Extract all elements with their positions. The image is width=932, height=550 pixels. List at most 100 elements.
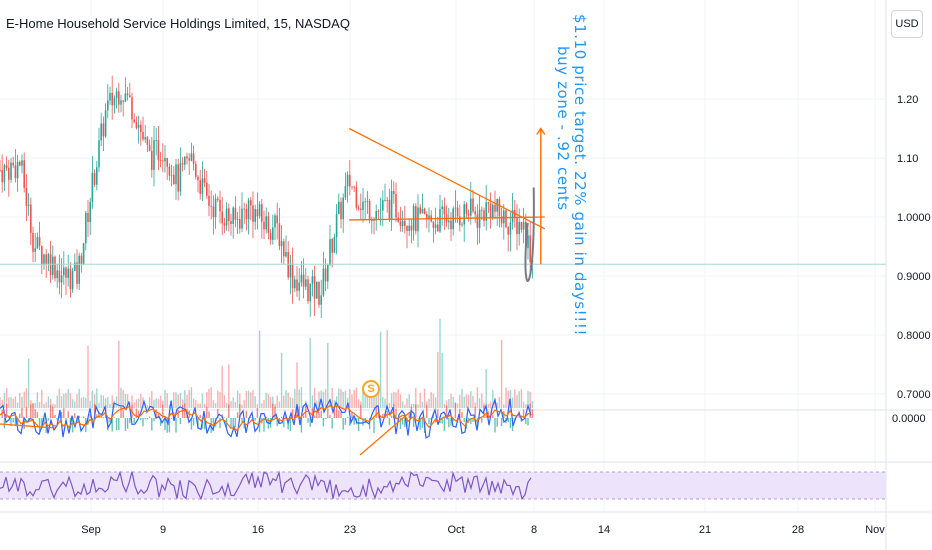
candle-body bbox=[346, 174, 349, 187]
candle-body bbox=[120, 100, 122, 105]
volume-bar bbox=[247, 390, 250, 408]
candle-body bbox=[518, 221, 520, 235]
volume-bar bbox=[357, 399, 360, 408]
dividend-marker[interactable]: S bbox=[362, 380, 380, 398]
macd-histogram-bar bbox=[126, 418, 129, 429]
price-axis-label: 1.0000 bbox=[897, 212, 931, 224]
macd-histogram-bar bbox=[382, 413, 384, 418]
volume-bar bbox=[234, 401, 237, 408]
candle-body bbox=[188, 158, 190, 161]
volume-bar bbox=[232, 397, 234, 408]
macd-histogram-bar bbox=[265, 416, 267, 418]
volume-bar bbox=[430, 392, 432, 408]
macd-histogram-bar bbox=[320, 410, 322, 418]
volume-bar bbox=[212, 400, 215, 408]
price-target-annotation[interactable]: $1.10 price target. 22% gain in days!!!!… bbox=[554, 14, 589, 336]
volume-bar bbox=[401, 401, 404, 408]
volume-bar bbox=[500, 340, 503, 408]
candle-body bbox=[406, 225, 408, 231]
volume-bar bbox=[478, 398, 481, 408]
candle-body bbox=[0, 169, 1, 171]
volume-bar bbox=[245, 391, 248, 408]
volume-bar bbox=[10, 396, 12, 408]
candle-body bbox=[399, 221, 402, 227]
candle-body bbox=[126, 93, 129, 96]
candle-body bbox=[80, 255, 83, 265]
candle-body bbox=[338, 201, 340, 215]
macd-histogram-bar bbox=[36, 412, 39, 418]
volume-bar bbox=[265, 392, 267, 408]
candle-body bbox=[170, 174, 173, 176]
candle-body bbox=[355, 187, 358, 208]
volume-bar bbox=[243, 399, 245, 408]
macd-histogram-bar bbox=[318, 412, 320, 418]
macd-histogram-bar bbox=[357, 418, 360, 432]
candle-body bbox=[173, 174, 175, 185]
candle-body bbox=[327, 265, 329, 282]
time-axis-label: 28 bbox=[792, 524, 804, 536]
macd-histogram-bar bbox=[272, 403, 274, 418]
volume-bar bbox=[0, 397, 1, 408]
volume-bar bbox=[432, 393, 435, 408]
volume-bar bbox=[296, 362, 298, 408]
candle-body bbox=[384, 199, 386, 201]
volume-bar bbox=[12, 398, 14, 408]
candle-body bbox=[489, 203, 492, 218]
volume-bar bbox=[531, 400, 534, 408]
candle-body bbox=[36, 237, 39, 249]
candle-body bbox=[362, 201, 364, 210]
rsi-band bbox=[0, 472, 886, 499]
volume-bar bbox=[434, 397, 437, 408]
volume-bar bbox=[280, 352, 283, 408]
macd-histogram-bar bbox=[230, 418, 232, 429]
macd-histogram-bar bbox=[289, 418, 292, 431]
candle-body bbox=[465, 204, 468, 214]
candle-body bbox=[14, 165, 17, 179]
macd-histogram-bar bbox=[280, 416, 283, 418]
candle-body bbox=[507, 227, 509, 235]
candle-body bbox=[324, 268, 327, 282]
volume-bar bbox=[120, 387, 122, 408]
macd-histogram-bar bbox=[239, 403, 241, 418]
macd-histogram-bar bbox=[100, 415, 102, 418]
candle-body bbox=[503, 210, 505, 224]
candle-body bbox=[342, 197, 344, 220]
currency-button[interactable]: USD bbox=[891, 10, 923, 38]
macd-histogram-bar bbox=[338, 410, 340, 418]
volume-bar bbox=[91, 390, 94, 408]
candle-body bbox=[30, 204, 32, 233]
macd-histogram-bar bbox=[219, 418, 221, 429]
candle-body bbox=[71, 270, 74, 290]
macd-histogram-bar bbox=[408, 413, 410, 418]
candle-body bbox=[450, 220, 452, 230]
macd-histogram-bar bbox=[157, 414, 160, 418]
volume-bar bbox=[195, 400, 197, 408]
volume-bar bbox=[184, 390, 186, 408]
candle-body bbox=[102, 123, 105, 137]
volume-bar bbox=[285, 390, 287, 408]
volume-bar bbox=[241, 404, 243, 408]
candle-body bbox=[500, 216, 503, 224]
candle-body bbox=[331, 239, 333, 253]
candle-body bbox=[131, 97, 133, 120]
volume-bar bbox=[179, 392, 182, 408]
candle-body bbox=[421, 208, 424, 214]
macd-histogram-bar bbox=[67, 411, 69, 418]
candle-body bbox=[344, 186, 347, 198]
volume-bar bbox=[208, 388, 210, 408]
macd-histogram-bar bbox=[428, 418, 430, 424]
candle-body bbox=[5, 165, 8, 168]
volume-bar bbox=[239, 393, 241, 408]
volume-bar bbox=[256, 404, 259, 408]
macd-histogram-bar bbox=[316, 410, 318, 418]
candle-body bbox=[199, 180, 201, 194]
candle-body bbox=[529, 235, 531, 263]
candle-body bbox=[19, 161, 21, 166]
volume-bar bbox=[146, 404, 149, 408]
macd-histogram-bar bbox=[38, 418, 41, 432]
macd-histogram-bar bbox=[5, 403, 8, 418]
volume-bar bbox=[324, 388, 327, 408]
volume-bar bbox=[450, 393, 452, 408]
volume-bar bbox=[397, 389, 399, 408]
